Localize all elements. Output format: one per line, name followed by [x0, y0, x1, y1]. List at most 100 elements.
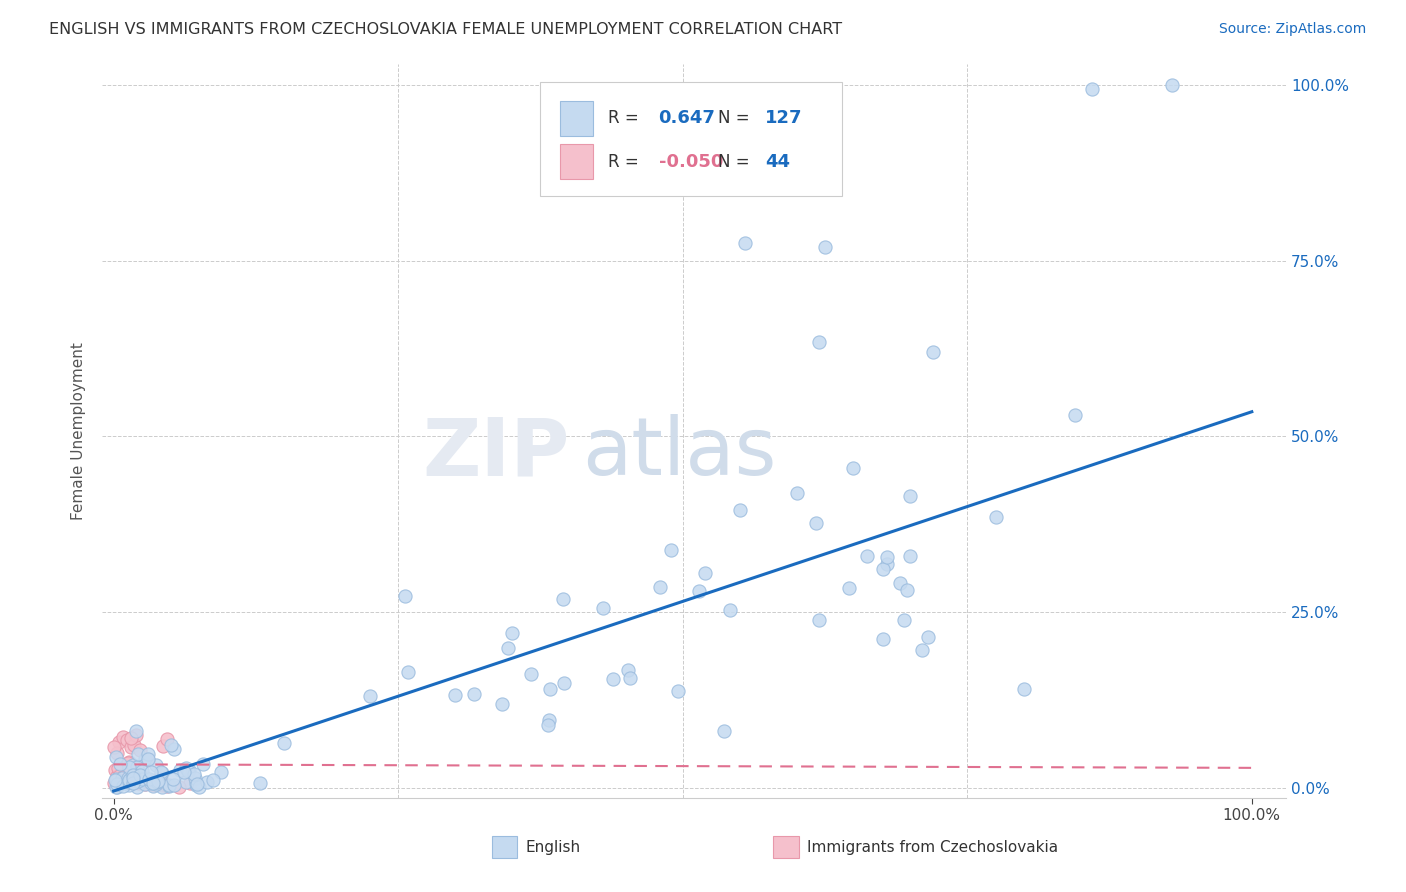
Point	[107, 761, 129, 775]
Point	[104, 772, 127, 786]
Point	[538, 681, 561, 696]
Point	[889, 576, 911, 591]
Point	[553, 676, 575, 690]
Point	[136, 753, 159, 767]
Point	[134, 752, 156, 766]
Point	[114, 766, 136, 780]
Point	[911, 643, 934, 657]
Text: Immigrants from Czechoslovakia: Immigrants from Czechoslovakia	[807, 840, 1059, 855]
Point	[856, 549, 879, 563]
Point	[127, 747, 149, 761]
Point	[128, 776, 150, 790]
Point	[118, 778, 141, 792]
Point	[209, 764, 232, 779]
Point	[132, 770, 155, 784]
Text: ENGLISH VS IMMIGRANTS FROM CZECHOSLOVAKIA FEMALE UNEMPLOYMENT CORRELATION CHART: ENGLISH VS IMMIGRANTS FROM CZECHOSLOVAKI…	[49, 22, 842, 37]
Point	[157, 779, 180, 793]
Point	[122, 771, 145, 785]
Text: N =: N =	[717, 110, 755, 128]
Point	[105, 769, 128, 783]
Point	[142, 778, 165, 792]
Text: atlas: atlas	[582, 414, 776, 492]
Text: N =: N =	[717, 153, 755, 170]
Point	[125, 780, 148, 794]
Y-axis label: Female Unemployment: Female Unemployment	[72, 343, 86, 520]
Point	[112, 770, 135, 784]
Point	[496, 640, 519, 655]
Point	[150, 766, 173, 780]
Point	[139, 776, 162, 790]
Point	[128, 768, 150, 782]
Point	[105, 777, 128, 791]
Point	[145, 777, 167, 791]
Point	[156, 780, 179, 794]
Point	[786, 485, 808, 500]
Point	[876, 557, 898, 571]
Point	[359, 690, 381, 704]
Point	[105, 780, 128, 795]
Point	[108, 757, 131, 772]
Point	[148, 771, 170, 785]
Point	[174, 775, 197, 789]
Point	[186, 777, 208, 791]
Point	[107, 769, 129, 783]
Point	[872, 562, 894, 576]
Point	[872, 632, 894, 646]
Point	[163, 742, 186, 756]
Point	[117, 772, 139, 787]
Point	[659, 543, 682, 558]
Point	[177, 764, 200, 778]
Point	[984, 510, 1007, 524]
Point	[728, 503, 751, 517]
Text: R =: R =	[607, 110, 644, 128]
Point	[592, 601, 614, 615]
Point	[617, 663, 640, 677]
Point	[520, 666, 543, 681]
Point	[156, 731, 179, 746]
Point	[174, 761, 197, 775]
Point	[117, 776, 139, 790]
Point	[150, 772, 173, 787]
Point	[814, 240, 837, 254]
Point	[187, 780, 209, 795]
Point	[898, 489, 921, 503]
Point	[537, 717, 560, 731]
Point	[121, 776, 143, 790]
Point	[157, 778, 180, 792]
Point	[619, 671, 641, 685]
Point	[808, 334, 831, 349]
Text: 44: 44	[765, 153, 790, 170]
FancyBboxPatch shape	[561, 101, 593, 136]
Point	[125, 761, 148, 775]
Point	[145, 758, 167, 772]
Point	[501, 626, 523, 640]
Point	[183, 767, 205, 781]
Point	[804, 516, 827, 531]
Point	[103, 739, 125, 754]
Point	[122, 758, 145, 772]
Point	[117, 732, 139, 747]
Point	[273, 736, 295, 750]
Point	[146, 775, 169, 789]
Point	[718, 603, 741, 617]
Point	[173, 764, 195, 779]
Point	[179, 776, 201, 790]
Point	[117, 759, 139, 773]
Point	[136, 747, 159, 762]
Point	[1012, 682, 1035, 697]
Point	[463, 687, 485, 701]
Point	[396, 665, 419, 680]
Text: R =: R =	[607, 153, 644, 170]
Point	[184, 771, 207, 785]
Point	[120, 731, 142, 745]
Point	[1161, 78, 1184, 92]
Point	[1081, 81, 1104, 95]
Point	[838, 581, 860, 595]
Point	[131, 764, 153, 778]
Point	[108, 735, 131, 749]
Point	[117, 764, 139, 779]
Point	[111, 730, 134, 744]
Text: -0.050: -0.050	[658, 153, 723, 170]
Point	[134, 772, 156, 786]
Point	[127, 760, 149, 774]
